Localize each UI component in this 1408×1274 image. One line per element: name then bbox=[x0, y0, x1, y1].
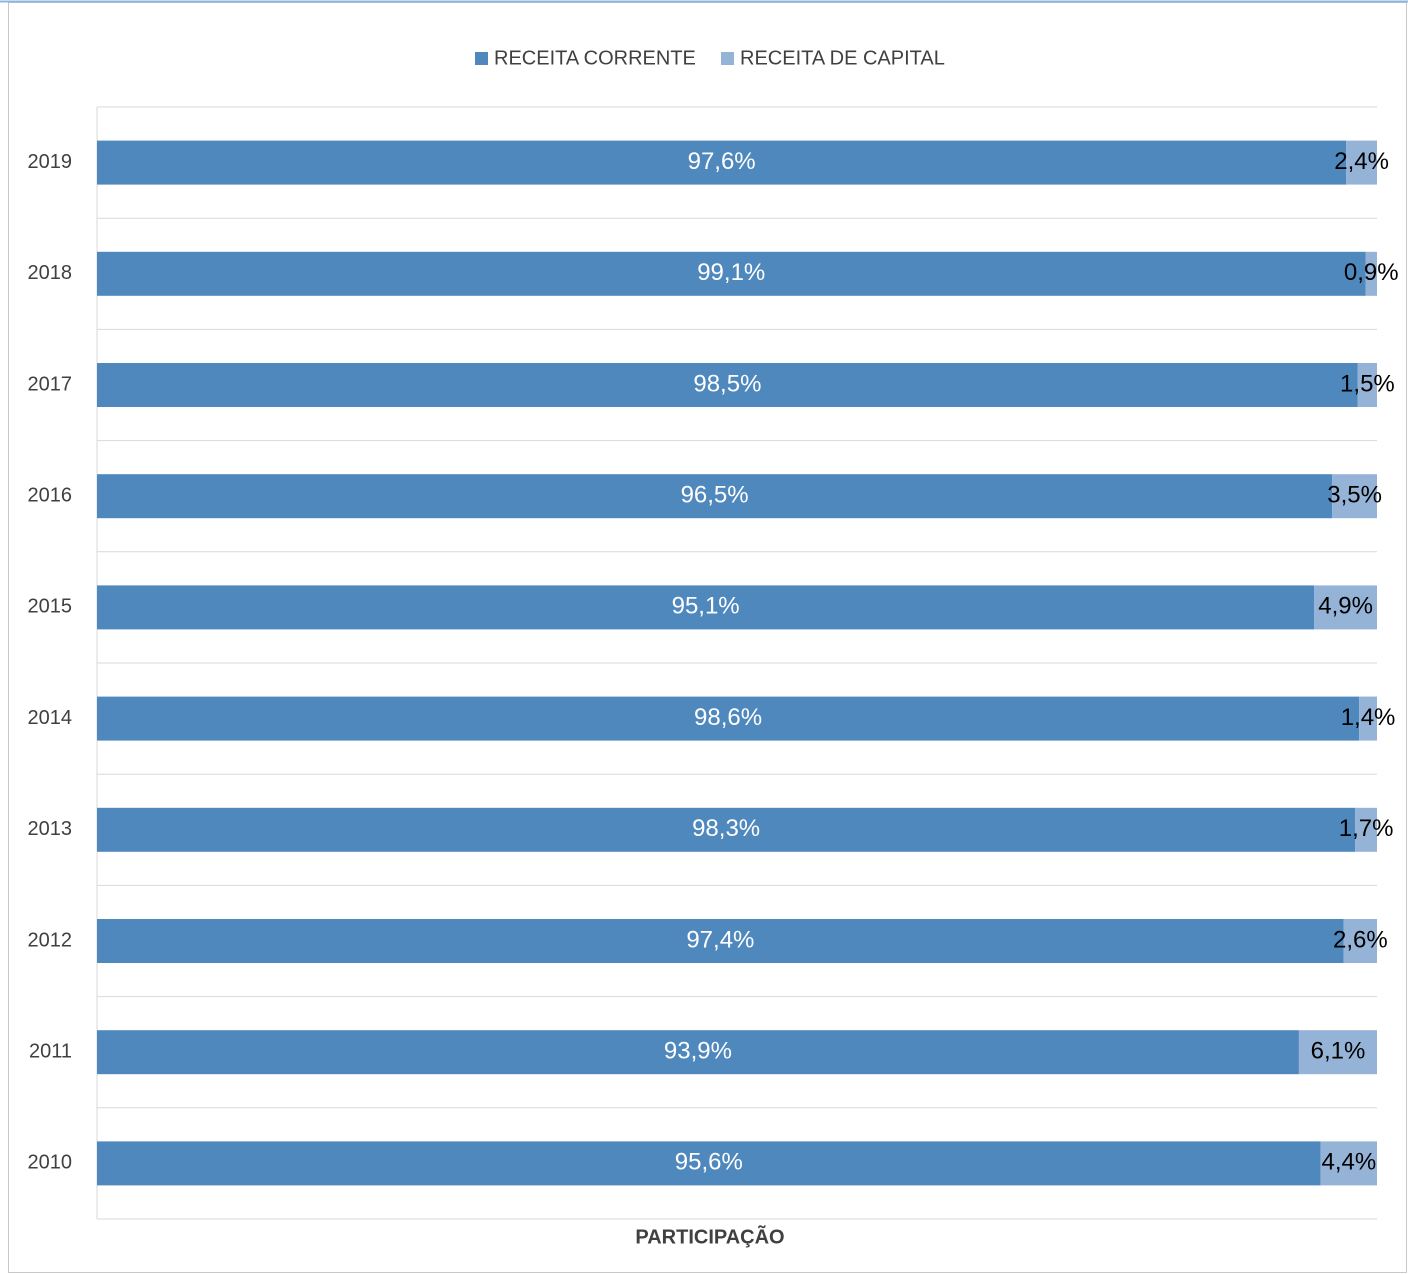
bar-segment bbox=[97, 919, 1344, 963]
bar-segment bbox=[97, 696, 1360, 741]
data-label: 99,1% bbox=[697, 259, 765, 286]
bar-segment bbox=[1343, 919, 1377, 963]
legend-label: RECEITA CORRENTE bbox=[494, 47, 696, 69]
data-label: 97,6% bbox=[688, 148, 756, 175]
bar-segment bbox=[97, 585, 1315, 630]
y-tick-label: 2017 bbox=[28, 373, 73, 395]
data-label: 98,6% bbox=[694, 704, 762, 731]
bar-segment bbox=[97, 363, 1358, 407]
data-label: 93,9% bbox=[664, 1038, 732, 1065]
data-label: 1,5% bbox=[1340, 370, 1395, 397]
data-label: 4,4% bbox=[1321, 1149, 1376, 1176]
bar-segment bbox=[97, 1141, 1321, 1186]
data-label: 2,6% bbox=[1333, 926, 1388, 953]
data-label: 0,9% bbox=[1344, 259, 1399, 286]
bar-segment bbox=[97, 140, 1347, 185]
data-label: 4,9% bbox=[1318, 593, 1373, 620]
y-tick-label: 2011 bbox=[29, 1040, 72, 1062]
legend-swatch bbox=[475, 52, 488, 65]
y-tick-label: 2015 bbox=[28, 596, 73, 618]
bar-segment bbox=[1298, 1030, 1377, 1075]
data-label: 1,7% bbox=[1339, 815, 1394, 842]
bar-segment bbox=[1320, 1141, 1377, 1186]
bar-segment bbox=[1355, 807, 1377, 852]
data-label: 95,1% bbox=[672, 593, 740, 620]
bar-segment bbox=[1365, 251, 1377, 296]
y-tick-label: 2016 bbox=[28, 484, 73, 506]
bar-segment bbox=[97, 807, 1356, 852]
bar-segment bbox=[1332, 474, 1377, 519]
data-label: 96,5% bbox=[681, 482, 749, 509]
bar-segment bbox=[1359, 696, 1377, 741]
y-tick-label: 2019 bbox=[28, 151, 73, 173]
bar-segment bbox=[97, 474, 1333, 519]
data-label: 3,5% bbox=[1327, 482, 1382, 509]
legend-label: RECEITA DE CAPITAL bbox=[740, 47, 945, 69]
chart-border bbox=[8, 2, 1407, 1273]
data-label: 98,5% bbox=[693, 370, 761, 397]
bar-segment bbox=[1357, 363, 1377, 407]
data-label: 98,3% bbox=[692, 815, 760, 842]
bar-segment bbox=[97, 251, 1366, 296]
y-tick-label: 2018 bbox=[28, 262, 73, 284]
data-label: 97,4% bbox=[686, 926, 754, 953]
data-label: 2,4% bbox=[1334, 148, 1389, 175]
y-tick-label: 2010 bbox=[28, 1152, 73, 1174]
y-tick-label: 2013 bbox=[28, 818, 73, 840]
bar-segment bbox=[1314, 585, 1377, 630]
x-axis-label: PARTICIPAÇÃO bbox=[635, 1225, 784, 1248]
data-label: 1,4% bbox=[1341, 704, 1396, 731]
data-label: 6,1% bbox=[1311, 1038, 1366, 1065]
bar-segment bbox=[97, 1030, 1299, 1075]
bar-segment bbox=[1346, 140, 1377, 185]
y-tick-label: 2014 bbox=[28, 707, 73, 729]
legend-swatch bbox=[721, 52, 734, 65]
y-tick-label: 2012 bbox=[28, 929, 73, 951]
data-label: 95,6% bbox=[675, 1149, 743, 1176]
